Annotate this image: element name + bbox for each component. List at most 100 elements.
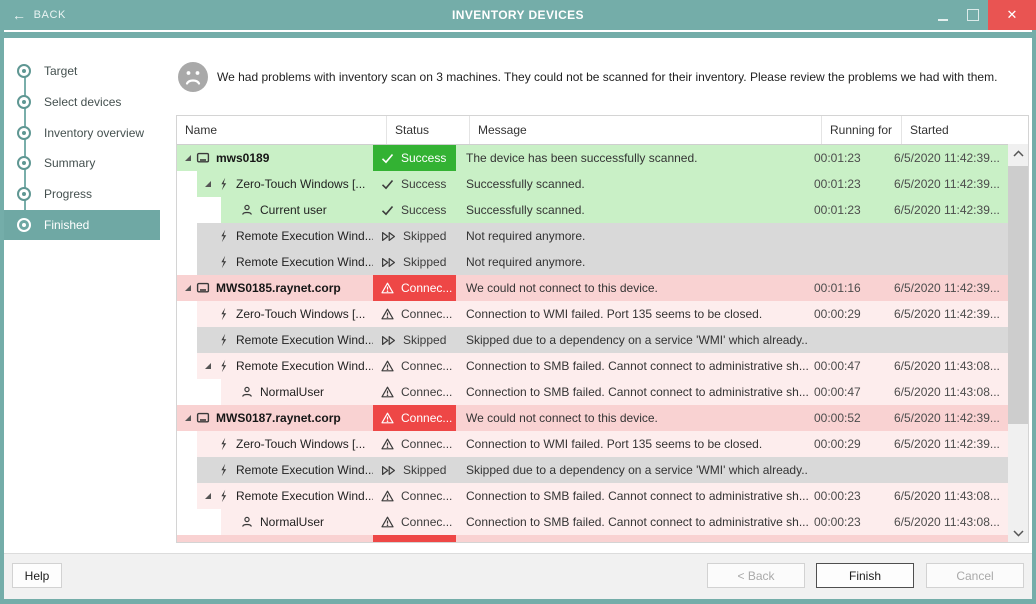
stepper-connector-line xyxy=(24,71,26,227)
table-row[interactable]: mws0189 Success The device has been succes… xyxy=(177,145,1028,171)
sidebar-step-inventory-overview[interactable]: Inventory overview xyxy=(4,118,160,148)
column-header-status[interactable]: Status xyxy=(387,116,470,144)
table-row[interactable]: Remote Execution Wind... Connec... Connect… xyxy=(177,483,1028,509)
cell-message: Not required anymore. xyxy=(456,249,808,275)
row-indent xyxy=(177,353,197,379)
warning-icon xyxy=(381,412,394,424)
cell-started: 6/5/2020 11:42:39... xyxy=(888,145,1008,171)
expander-icon[interactable] xyxy=(201,180,215,188)
table-row[interactable]: MWS0185.raynet.corp Connec... We could not… xyxy=(177,275,1028,301)
column-header-running-for[interactable]: Running for xyxy=(822,116,902,144)
table-row[interactable]: MWS0187.raynet.corp Connec... We could not… xyxy=(177,405,1028,431)
expander-icon[interactable] xyxy=(181,154,195,162)
table-row[interactable]: Zero-Touch Windows [... Connec... Connecti… xyxy=(177,301,1028,327)
cell-message: The device has been successfully scanned… xyxy=(456,145,808,171)
results-table: Name Status Message Running for Started mws0… xyxy=(176,115,1029,543)
column-header-started[interactable]: Started xyxy=(910,123,949,137)
device-name: Remote Execution Wind... xyxy=(236,255,373,269)
table-row[interactable]: Remote Execution Wind... Connec... Connect… xyxy=(177,353,1028,379)
table-row[interactable]: Current user Success Successfully scanned.… xyxy=(177,197,1028,223)
expander-icon[interactable] xyxy=(201,362,215,370)
table-row[interactable]: NormalUser Connec... Connection to SMB fai… xyxy=(177,509,1028,535)
skip-icon xyxy=(381,231,396,242)
step-label: Summary xyxy=(44,156,96,171)
check-icon xyxy=(381,153,394,164)
cell-started xyxy=(888,457,1008,483)
sidebar-step-select-devices[interactable]: Select devices xyxy=(4,87,160,117)
chevron-up-icon[interactable] xyxy=(1008,144,1028,162)
expander-icon[interactable] xyxy=(181,414,195,422)
user-icon xyxy=(239,516,255,528)
expander-icon[interactable] xyxy=(181,284,195,292)
cell-running-for xyxy=(808,249,888,275)
cell-running-for: 00:00:29 xyxy=(808,301,888,327)
step-label: Select devices xyxy=(44,94,122,109)
finish-button[interactable]: Finish xyxy=(816,563,914,588)
back-nav-button[interactable]: < Back xyxy=(707,563,805,588)
cell-message: Successfully scanned. xyxy=(456,197,808,223)
footer-divider xyxy=(4,553,1032,554)
table-row[interactable]: Remote Execution Wind... Skipped Not requi… xyxy=(177,223,1028,249)
help-button[interactable]: Help xyxy=(12,563,62,588)
table-rows: mws0189 Success The device has been succes… xyxy=(177,145,1028,542)
sidebar-step-progress[interactable]: Progress xyxy=(4,179,160,209)
table-row[interactable]: Remote Execution Wind... Skipped Skipped d… xyxy=(177,457,1028,483)
check-icon xyxy=(381,205,394,216)
cell-running-for xyxy=(808,327,888,353)
user-icon xyxy=(239,386,255,398)
column-header-message[interactable]: Message xyxy=(470,116,822,144)
table-row[interactable]: Remote Execution Wind... Skipped Not requi… xyxy=(177,249,1028,275)
device-name: Remote Execution Wind... xyxy=(236,333,373,347)
cell-name: Remote Execution Wind... xyxy=(197,327,373,353)
warning-icon xyxy=(381,490,394,502)
cell-name: MWS0185.raynet.corp xyxy=(177,275,373,301)
table-header: Name Status Message Running for Started xyxy=(177,116,1028,145)
sidebar-step-finished[interactable]: Finished xyxy=(4,210,160,240)
chevron-down-icon[interactable] xyxy=(1008,524,1028,542)
status-label: Connec... xyxy=(401,489,453,503)
table-scrollbar[interactable] xyxy=(1008,144,1028,542)
scrollbar-thumb[interactable] xyxy=(1008,166,1028,424)
step-label: Inventory overview xyxy=(44,125,145,140)
row-indent xyxy=(177,483,197,509)
sidebar-step-summary[interactable]: Summary xyxy=(4,148,160,178)
row-indent xyxy=(177,457,197,483)
sad-face-icon xyxy=(178,62,208,92)
cancel-button[interactable]: Cancel xyxy=(926,563,1024,588)
table-row[interactable] xyxy=(177,535,1028,542)
warning-icon xyxy=(381,438,394,450)
minimize-button[interactable] xyxy=(928,0,958,30)
footer: Help < Back Finish Cancel xyxy=(4,554,1032,599)
device-name: Remote Execution Wind... xyxy=(236,359,373,373)
sidebar-step-target[interactable]: Target xyxy=(4,56,160,86)
expander-icon[interactable] xyxy=(201,492,215,500)
cell-message xyxy=(456,535,808,542)
table-row[interactable]: Remote Execution Wind... Skipped Skipped d… xyxy=(177,327,1028,353)
cell-status: Connec... xyxy=(373,353,456,379)
row-indent xyxy=(177,171,197,197)
cell-running-for: 00:01:23 xyxy=(808,171,888,197)
column-header-name[interactable]: Name xyxy=(177,116,387,144)
row-indent xyxy=(177,197,221,223)
close-button[interactable]: ✕ xyxy=(988,0,1036,30)
minimize-icon xyxy=(938,18,948,21)
device-name: NormalUser xyxy=(260,515,325,529)
back-button[interactable]: ← BACK xyxy=(12,0,66,30)
cell-started: 6/5/2020 11:42:39... xyxy=(888,197,1008,223)
status-label: Skipped xyxy=(403,463,447,477)
computer-icon xyxy=(195,152,211,165)
status-label: Skipped xyxy=(403,255,447,269)
skip-icon xyxy=(381,465,396,476)
status-label: Connec... xyxy=(401,359,453,373)
cell-status: Skipped xyxy=(373,457,456,483)
maximize-button[interactable] xyxy=(958,0,988,30)
cell-started: 6/5/2020 11:43:08... xyxy=(888,353,1008,379)
table-row[interactable]: Zero-Touch Windows [... Connec... Connecti… xyxy=(177,431,1028,457)
table-row[interactable]: Zero-Touch Windows [... Success Successful… xyxy=(177,171,1028,197)
cell-name: Remote Execution Wind... xyxy=(197,249,373,275)
cell-running-for: 00:01:16 xyxy=(808,275,888,301)
user-icon xyxy=(239,204,255,216)
cell-running-for xyxy=(808,223,888,249)
cell-running-for: 00:00:29 xyxy=(808,431,888,457)
table-row[interactable]: NormalUser Connec... Connection to SMB fai… xyxy=(177,379,1028,405)
